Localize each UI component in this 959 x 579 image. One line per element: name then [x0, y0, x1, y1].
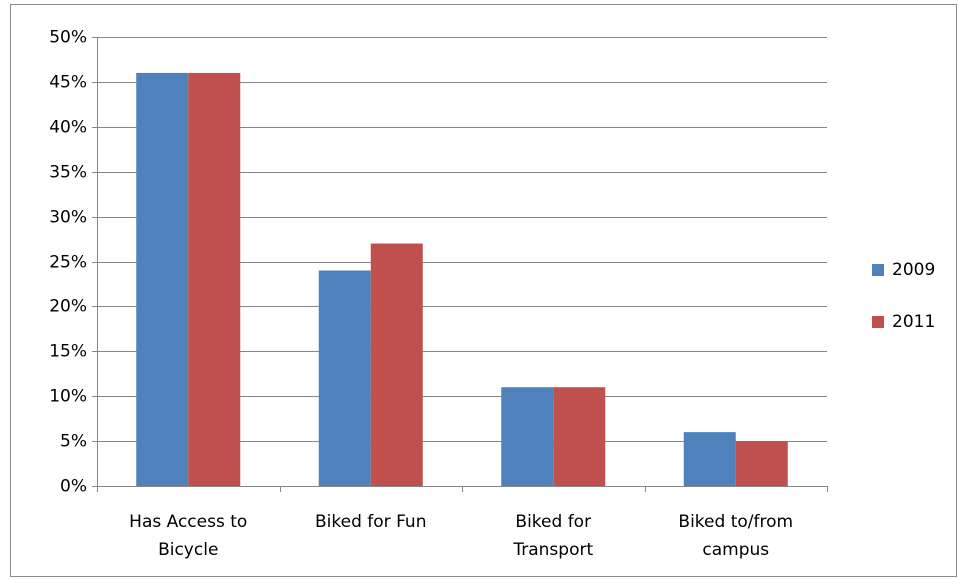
x-tick-label: Has Access to Bicycle [129, 512, 248, 560]
y-tick-label: 15% [49, 342, 87, 362]
x-tick-label: Biked for Transport [513, 512, 594, 560]
legend-label: 2011 [892, 312, 935, 332]
y-tick-label: 10% [49, 387, 87, 407]
y-tick-label: 30% [49, 208, 87, 228]
y-tick-label: 25% [49, 253, 87, 273]
legend-swatch [872, 264, 884, 276]
y-tick-label: 5% [60, 432, 87, 452]
legend-swatch [872, 316, 884, 328]
y-tick-label: 50% [49, 28, 87, 48]
bar [188, 72, 241, 487]
legend-label: 2009 [892, 260, 935, 280]
y-tick-label: 35% [49, 163, 87, 183]
x-tick-label: Biked to/from campus [678, 512, 794, 560]
bar [318, 270, 371, 486]
x-tick-label: Biked for Fun [315, 512, 427, 532]
bar [735, 441, 788, 486]
bar [683, 432, 736, 486]
bar [553, 387, 606, 486]
bar [501, 387, 554, 486]
y-tick-label: 40% [49, 118, 87, 138]
bar [136, 72, 189, 487]
bar [370, 243, 423, 486]
y-tick-label: 0% [60, 477, 87, 497]
y-tick-label: 45% [49, 73, 87, 93]
y-tick-label: 20% [49, 297, 87, 317]
chart-border [10, 4, 957, 577]
